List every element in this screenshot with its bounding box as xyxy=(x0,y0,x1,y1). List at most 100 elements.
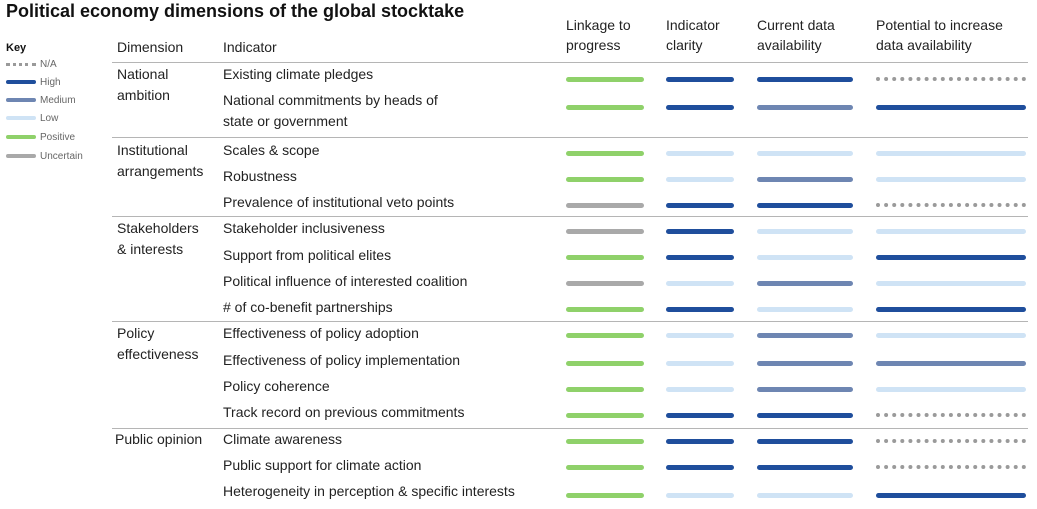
rating-bar-linkage-uncertain xyxy=(566,281,644,286)
key-title: Key xyxy=(6,42,27,54)
rating-bar-clarity-high xyxy=(666,439,734,444)
rating-bar-potential-low xyxy=(876,229,1026,234)
rating-bar-potential-low xyxy=(876,281,1026,286)
indicator-line2: state or government xyxy=(223,113,348,129)
rating-bar-clarity-high xyxy=(666,465,734,470)
separator-policy xyxy=(112,321,1028,322)
rating-bar-potential-high xyxy=(876,105,1026,110)
header-clarity-line1: Indicator xyxy=(666,17,720,33)
indicator-label: Public support for climate action xyxy=(223,457,422,473)
header-indicator: Indicator xyxy=(223,39,277,55)
indicator-label: Existing climate pledges xyxy=(223,66,374,82)
rating-bar-linkage-positive xyxy=(566,439,644,444)
rating-bar-current-medium xyxy=(757,361,853,366)
page-title: Political economy dimensions of the glob… xyxy=(6,1,465,21)
rating-bar-clarity-high xyxy=(666,229,734,234)
indicator-line1: National commitments by heads of xyxy=(223,92,438,108)
rating-bar-current-low xyxy=(757,493,853,498)
key-label-positive: Positive xyxy=(40,131,76,143)
key-item-medium: Medium xyxy=(6,94,76,106)
dimension-line1: National xyxy=(117,66,169,82)
header-dimension: Dimension xyxy=(117,39,184,55)
rating-bar-potential-na xyxy=(876,77,1026,81)
key-item-low: Low xyxy=(6,112,58,124)
key-swatch-uncertain xyxy=(6,154,36,158)
rating-bar-current-medium xyxy=(757,177,853,182)
rating-bar-clarity-low xyxy=(666,333,734,338)
key-swatch-low xyxy=(6,116,36,120)
rating-bar-current-low xyxy=(757,151,853,156)
rating-bar-clarity-low xyxy=(666,493,734,498)
rating-bar-current-low xyxy=(757,255,853,260)
rating-bar-current-high xyxy=(757,413,853,418)
dimension-public-opinion: Public opinion xyxy=(115,429,202,450)
header-clarity-line2: clarity xyxy=(666,37,703,53)
rating-bar-linkage-positive xyxy=(566,361,644,366)
key-item-high: High xyxy=(6,76,61,88)
rating-bar-current-medium xyxy=(757,333,853,338)
separator-header xyxy=(112,62,1028,63)
rating-bar-potential-na xyxy=(876,413,1026,417)
header-current-line2: availability xyxy=(757,37,822,53)
header-linkage-line1: Linkage to xyxy=(566,17,631,33)
rating-bar-clarity-low xyxy=(666,387,734,392)
rating-bar-linkage-positive xyxy=(566,465,644,470)
key-swatch-high xyxy=(6,80,36,84)
dimension-line1: Policy xyxy=(117,325,155,341)
dimension-line1: Stakeholders xyxy=(117,220,199,236)
rating-bar-potential-na xyxy=(876,203,1026,207)
rating-bar-current-high xyxy=(757,203,853,208)
rating-bar-clarity-high xyxy=(666,255,734,260)
header-potential-line1: Potential to increase xyxy=(876,17,1003,33)
rating-bar-linkage-positive xyxy=(566,333,644,338)
rating-bar-potential-high xyxy=(876,493,1026,498)
rating-bar-potential-high xyxy=(876,307,1026,312)
dimension-line2: arrangements xyxy=(117,163,204,179)
rating-bar-current-medium xyxy=(757,387,853,392)
rating-bar-potential-low xyxy=(876,151,1026,156)
rating-bar-current-low xyxy=(757,229,853,234)
rating-bar-potential-medium xyxy=(876,361,1026,366)
rating-bar-potential-na xyxy=(876,465,1026,469)
dimension-national-ambition: National ambition xyxy=(117,64,170,106)
indicator-label: Track record on previous commitments xyxy=(223,404,465,420)
dimension-line1: Institutional xyxy=(117,142,188,158)
rating-bar-current-high xyxy=(757,77,853,82)
key-item-uncertain: Uncertain xyxy=(6,150,83,162)
header-current-line1: Current data xyxy=(757,17,835,33)
rating-bar-linkage-positive xyxy=(566,387,644,392)
indicator-label: Robustness xyxy=(223,168,297,184)
key-label-low: Low xyxy=(40,112,59,124)
indicator-label: Scales & scope xyxy=(223,142,320,158)
rating-bar-current-medium xyxy=(757,105,853,110)
rating-bar-current-high xyxy=(757,439,853,444)
indicator-label: Heterogeneity in perception & specific i… xyxy=(223,483,515,499)
rating-bar-current-high xyxy=(757,465,853,470)
rating-bar-clarity-low xyxy=(666,361,734,366)
rating-bar-clarity-low xyxy=(666,281,734,286)
key-label-na: N/A xyxy=(40,58,57,70)
rating-bar-linkage-positive xyxy=(566,307,644,312)
header-linkage: Linkage to progress xyxy=(566,15,631,55)
key-item-na: N/A xyxy=(6,58,57,70)
rating-bar-clarity-high xyxy=(666,413,734,418)
indicator-label: Policy coherence xyxy=(223,378,330,394)
header-linkage-line2: progress xyxy=(566,37,621,53)
rating-bar-clarity-low xyxy=(666,177,734,182)
rating-bar-clarity-low xyxy=(666,151,734,156)
rating-bar-potential-high xyxy=(876,255,1026,260)
rating-bar-clarity-high xyxy=(666,77,734,82)
rating-bar-linkage-positive xyxy=(566,77,644,82)
indicator-label: Effectiveness of policy adoption xyxy=(223,325,419,341)
rating-bar-potential-na xyxy=(876,439,1026,443)
dimension-line2: & interests xyxy=(117,241,184,257)
rating-bar-linkage-positive xyxy=(566,105,644,110)
rating-bar-potential-low xyxy=(876,333,1026,338)
key-swatch-positive xyxy=(6,135,36,139)
dimension-line2: effectiveness xyxy=(117,346,199,362)
rating-bar-linkage-positive xyxy=(566,177,644,182)
indicator-label: National commitments by heads of state o… xyxy=(223,90,438,132)
key-label-medium: Medium xyxy=(40,94,76,106)
rating-bar-clarity-high xyxy=(666,307,734,312)
key-label-uncertain: Uncertain xyxy=(40,150,83,162)
